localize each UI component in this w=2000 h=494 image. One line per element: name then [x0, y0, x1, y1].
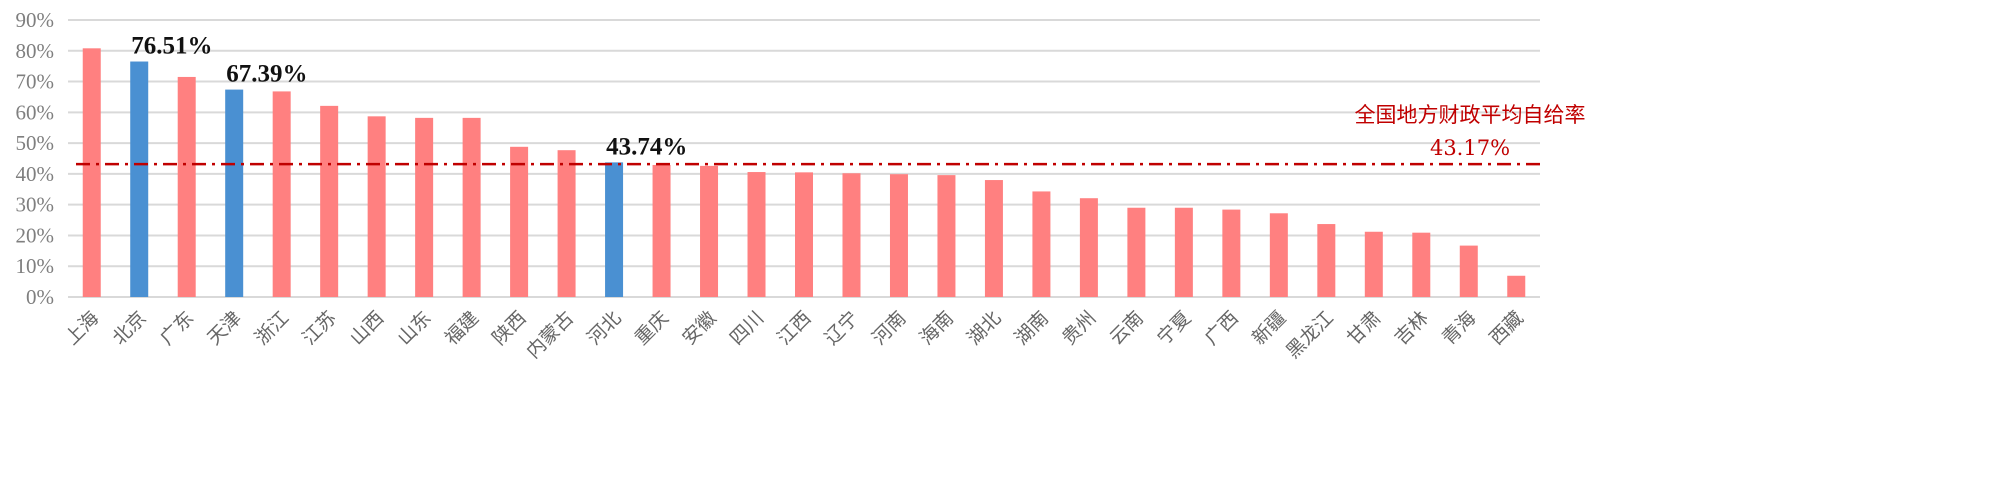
- y-tick-label: 70%: [16, 70, 55, 94]
- bar-海南: [937, 175, 956, 297]
- x-axis-labels: 上海 北京 广东 天津 浙江 江苏 山西 山东 福建 陕西内蒙古 河北 重庆 安徽 四川 江西 辽宁 河南 海南湖…: [61, 307, 1528, 363]
- bar-江西: [795, 172, 813, 297]
- x-tick-label: 西藏: [1485, 307, 1527, 349]
- data-labels: 76.51% 67.39% 43.74%: [131, 33, 687, 161]
- bar-甘肃: [1364, 231, 1383, 297]
- x-tick-label: 内蒙古: [522, 307, 578, 363]
- x-tick-label: 甘肃: [1343, 307, 1385, 349]
- y-tick-label: 0%: [26, 285, 54, 309]
- bar-辽宁: [842, 173, 861, 297]
- y-axis-ticks: 0% 10% 20% 30% 40% 50% 60% 70% 80% 90%: [16, 8, 55, 309]
- x-tick-label: 黑龙江: [1282, 307, 1338, 363]
- bar-山东: [415, 117, 434, 297]
- bar-河南: [889, 174, 908, 297]
- x-tick-label: 宁夏: [1153, 307, 1195, 349]
- x-tick-label: 陕西: [488, 307, 530, 349]
- bar-江苏: [320, 105, 339, 298]
- bar-天津: [225, 89, 244, 297]
- bar-青海: [1459, 245, 1478, 297]
- bar-广东: [177, 76, 196, 297]
- x-tick-label: 广西: [1200, 307, 1242, 349]
- x-tick-label: 四川: [726, 307, 768, 349]
- bar-内蒙古: [557, 150, 576, 297]
- x-tick-label: 山东: [393, 307, 435, 349]
- bar-新疆: [1269, 213, 1288, 297]
- bar-宁夏: [1174, 207, 1193, 297]
- x-tick-label: 辽宁: [821, 307, 863, 349]
- y-tick-label: 90%: [16, 8, 55, 32]
- x-tick-label: 安徽: [678, 307, 720, 349]
- x-tick-label: 湖南: [1011, 307, 1053, 349]
- bar-湖南: [1032, 191, 1051, 297]
- x-tick-label: 海南: [916, 307, 958, 349]
- bar-黑龙江: [1317, 224, 1336, 297]
- bar-安徽: [700, 165, 719, 297]
- x-tick-label: 天津: [203, 307, 245, 349]
- x-tick-label: 江西: [773, 307, 815, 349]
- x-tick-label: 湖北: [963, 307, 1005, 349]
- data-label: 43.74%: [606, 133, 687, 160]
- x-tick-label: 吉林: [1390, 307, 1432, 349]
- bar-四川: [747, 172, 766, 297]
- x-tick-label: 重庆: [631, 307, 673, 349]
- y-tick-label: 40%: [16, 162, 55, 186]
- bar-福建: [462, 117, 481, 297]
- bar-河北: [605, 162, 624, 297]
- x-tick-label: 广东: [156, 307, 198, 349]
- x-tick-label: 云南: [1105, 307, 1147, 349]
- bar-山西: [367, 116, 386, 297]
- x-tick-label: 浙江: [251, 307, 293, 349]
- bar-西藏: [1507, 275, 1526, 297]
- y-tick-label: 30%: [16, 193, 55, 217]
- bar-浙江: [272, 91, 291, 297]
- x-tick-label: 上海: [61, 307, 103, 349]
- x-tick-label: 江苏: [298, 307, 340, 349]
- y-tick-label: 10%: [16, 254, 55, 278]
- x-tick-label: 青海: [1438, 307, 1480, 349]
- reference-line-label: 全国地方财政平均自给率: [1355, 103, 1586, 127]
- y-tick-label: 20%: [16, 223, 55, 247]
- bar-重庆: [652, 164, 671, 297]
- bar-上海: [82, 48, 101, 298]
- y-tick-label: 80%: [16, 39, 55, 63]
- x-tick-label: 山西: [346, 307, 388, 349]
- x-tick-label: 新疆: [1248, 307, 1290, 349]
- bar-北京: [130, 61, 149, 297]
- x-tick-label: 贵州: [1058, 307, 1100, 349]
- x-tick-label: 福建: [441, 307, 483, 349]
- x-tick-label: 河北: [583, 307, 625, 349]
- y-tick-label: 60%: [16, 100, 55, 124]
- y-tick-label: 50%: [16, 131, 55, 155]
- bar-吉林: [1412, 232, 1431, 297]
- bars: [82, 48, 1526, 298]
- data-label: 67.39%: [226, 61, 307, 88]
- bar-广西: [1222, 209, 1241, 297]
- bar-湖北: [984, 180, 1003, 297]
- bar-云南: [1127, 207, 1146, 297]
- bar-贵州: [1079, 198, 1098, 297]
- data-label: 76.51%: [131, 33, 212, 60]
- reference-line-value: 43.17%: [1430, 136, 1510, 160]
- x-tick-label: 河南: [868, 307, 910, 349]
- bar-陕西: [510, 146, 529, 297]
- x-tick-label: 北京: [108, 307, 150, 349]
